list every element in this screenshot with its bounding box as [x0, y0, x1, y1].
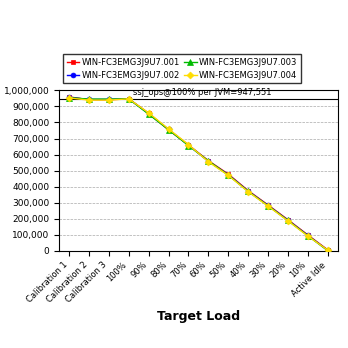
WIN-FC3EMG3J9U7.002 — [107, 97, 111, 102]
WIN-FC3EMG3J9U7.001 — [286, 218, 290, 222]
WIN-FC3EMG3J9U7.004 — [166, 127, 171, 131]
WIN-FC3EMG3J9U7.001 — [67, 95, 71, 99]
WIN-FC3EMG3J9U7.002 — [246, 189, 250, 193]
X-axis label: Target Load: Target Load — [157, 310, 240, 323]
WIN-FC3EMG3J9U7.004 — [286, 219, 290, 223]
WIN-FC3EMG3J9U7.002 — [266, 203, 270, 207]
Line: WIN-FC3EMG3J9U7.003: WIN-FC3EMG3J9U7.003 — [66, 95, 330, 253]
WIN-FC3EMG3J9U7.003 — [186, 143, 190, 148]
Text: ssj_ops@100% per JVM=947,551: ssj_ops@100% per JVM=947,551 — [133, 88, 271, 97]
WIN-FC3EMG3J9U7.001 — [107, 98, 111, 102]
WIN-FC3EMG3J9U7.004 — [186, 142, 190, 147]
WIN-FC3EMG3J9U7.003 — [325, 248, 330, 253]
WIN-FC3EMG3J9U7.001 — [206, 158, 211, 163]
WIN-FC3EMG3J9U7.004 — [87, 98, 91, 102]
Line: WIN-FC3EMG3J9U7.004: WIN-FC3EMG3J9U7.004 — [67, 96, 330, 253]
WIN-FC3EMG3J9U7.002 — [186, 143, 190, 147]
WIN-FC3EMG3J9U7.004 — [226, 173, 230, 177]
WIN-FC3EMG3J9U7.004 — [206, 160, 211, 164]
WIN-FC3EMG3J9U7.004 — [67, 96, 71, 100]
WIN-FC3EMG3J9U7.001 — [266, 203, 270, 207]
WIN-FC3EMG3J9U7.004 — [147, 111, 151, 115]
Legend: WIN-FC3EMG3J9U7.001, WIN-FC3EMG3J9U7.002, WIN-FC3EMG3J9U7.003, WIN-FC3EMG3J9U7.0: WIN-FC3EMG3J9U7.001, WIN-FC3EMG3J9U7.002… — [63, 54, 301, 83]
WIN-FC3EMG3J9U7.001 — [127, 97, 131, 101]
WIN-FC3EMG3J9U7.001 — [87, 98, 91, 102]
WIN-FC3EMG3J9U7.003 — [266, 204, 270, 208]
WIN-FC3EMG3J9U7.004 — [107, 98, 111, 102]
Line: WIN-FC3EMG3J9U7.001: WIN-FC3EMG3J9U7.001 — [67, 94, 330, 252]
WIN-FC3EMG3J9U7.002 — [286, 218, 290, 222]
WIN-FC3EMG3J9U7.004 — [127, 97, 131, 101]
WIN-FC3EMG3J9U7.001 — [226, 172, 230, 176]
WIN-FC3EMG3J9U7.003 — [246, 189, 250, 193]
WIN-FC3EMG3J9U7.004 — [306, 234, 310, 238]
WIN-FC3EMG3J9U7.002 — [166, 127, 171, 132]
WIN-FC3EMG3J9U7.003 — [147, 112, 151, 116]
WIN-FC3EMG3J9U7.002 — [325, 248, 330, 252]
WIN-FC3EMG3J9U7.002 — [306, 233, 310, 237]
WIN-FC3EMG3J9U7.003 — [127, 97, 131, 101]
WIN-FC3EMG3J9U7.003 — [67, 96, 71, 100]
WIN-FC3EMG3J9U7.002 — [147, 112, 151, 116]
WIN-FC3EMG3J9U7.002 — [87, 97, 91, 102]
WIN-FC3EMG3J9U7.003 — [206, 159, 211, 163]
WIN-FC3EMG3J9U7.002 — [127, 97, 131, 101]
Line: WIN-FC3EMG3J9U7.002: WIN-FC3EMG3J9U7.002 — [67, 95, 330, 253]
WIN-FC3EMG3J9U7.001 — [166, 128, 171, 132]
WIN-FC3EMG3J9U7.003 — [166, 128, 171, 132]
WIN-FC3EMG3J9U7.001 — [306, 233, 310, 237]
WIN-FC3EMG3J9U7.002 — [206, 159, 211, 163]
WIN-FC3EMG3J9U7.001 — [325, 248, 330, 252]
WIN-FC3EMG3J9U7.003 — [286, 219, 290, 223]
WIN-FC3EMG3J9U7.003 — [226, 173, 230, 177]
WIN-FC3EMG3J9U7.002 — [67, 95, 71, 100]
WIN-FC3EMG3J9U7.002 — [226, 173, 230, 177]
WIN-FC3EMG3J9U7.001 — [186, 143, 190, 147]
WIN-FC3EMG3J9U7.004 — [266, 204, 270, 208]
WIN-FC3EMG3J9U7.001 — [147, 111, 151, 115]
WIN-FC3EMG3J9U7.003 — [107, 97, 111, 101]
WIN-FC3EMG3J9U7.003 — [306, 234, 310, 238]
WIN-FC3EMG3J9U7.004 — [325, 248, 330, 252]
WIN-FC3EMG3J9U7.003 — [87, 97, 91, 101]
WIN-FC3EMG3J9U7.001 — [246, 189, 250, 193]
WIN-FC3EMG3J9U7.004 — [246, 190, 250, 194]
